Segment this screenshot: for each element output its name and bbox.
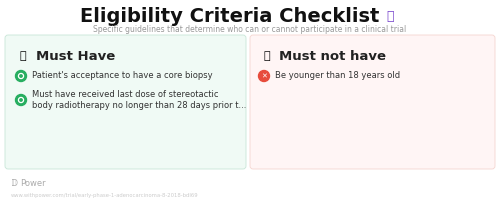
FancyBboxPatch shape (5, 35, 246, 169)
Text: Must not have: Must not have (279, 50, 386, 62)
Circle shape (258, 70, 270, 81)
Text: 𝔻: 𝔻 (11, 180, 18, 188)
Circle shape (20, 75, 22, 77)
FancyBboxPatch shape (250, 35, 495, 169)
Circle shape (16, 95, 26, 106)
Text: Patient's acceptance to have a core biopsy: Patient's acceptance to have a core biop… (32, 72, 212, 81)
Text: Be younger than 18 years old: Be younger than 18 years old (275, 72, 400, 81)
Circle shape (18, 97, 24, 103)
Text: 👍: 👍 (20, 51, 26, 61)
Text: Must have received last dose of stereotactic
body radiotherapy no longer than 28: Must have received last dose of stereota… (32, 90, 246, 110)
Circle shape (20, 99, 22, 101)
Text: Eligibility Criteria Checklist: Eligibility Criteria Checklist (80, 7, 380, 26)
Text: Must Have: Must Have (36, 50, 115, 62)
Text: 📋: 📋 (386, 9, 394, 23)
Circle shape (16, 70, 26, 81)
Text: www.withpower.com/trial/early-phase-1-adenocarcinoma-8-2018-bdl69: www.withpower.com/trial/early-phase-1-ad… (11, 193, 198, 199)
Text: 👎: 👎 (263, 51, 270, 61)
Text: ✕: ✕ (261, 73, 267, 79)
Text: Power: Power (20, 180, 46, 188)
Circle shape (18, 73, 24, 78)
Text: Specific guidelines that determine who can or cannot participate in a clinical t: Specific guidelines that determine who c… (94, 26, 406, 35)
